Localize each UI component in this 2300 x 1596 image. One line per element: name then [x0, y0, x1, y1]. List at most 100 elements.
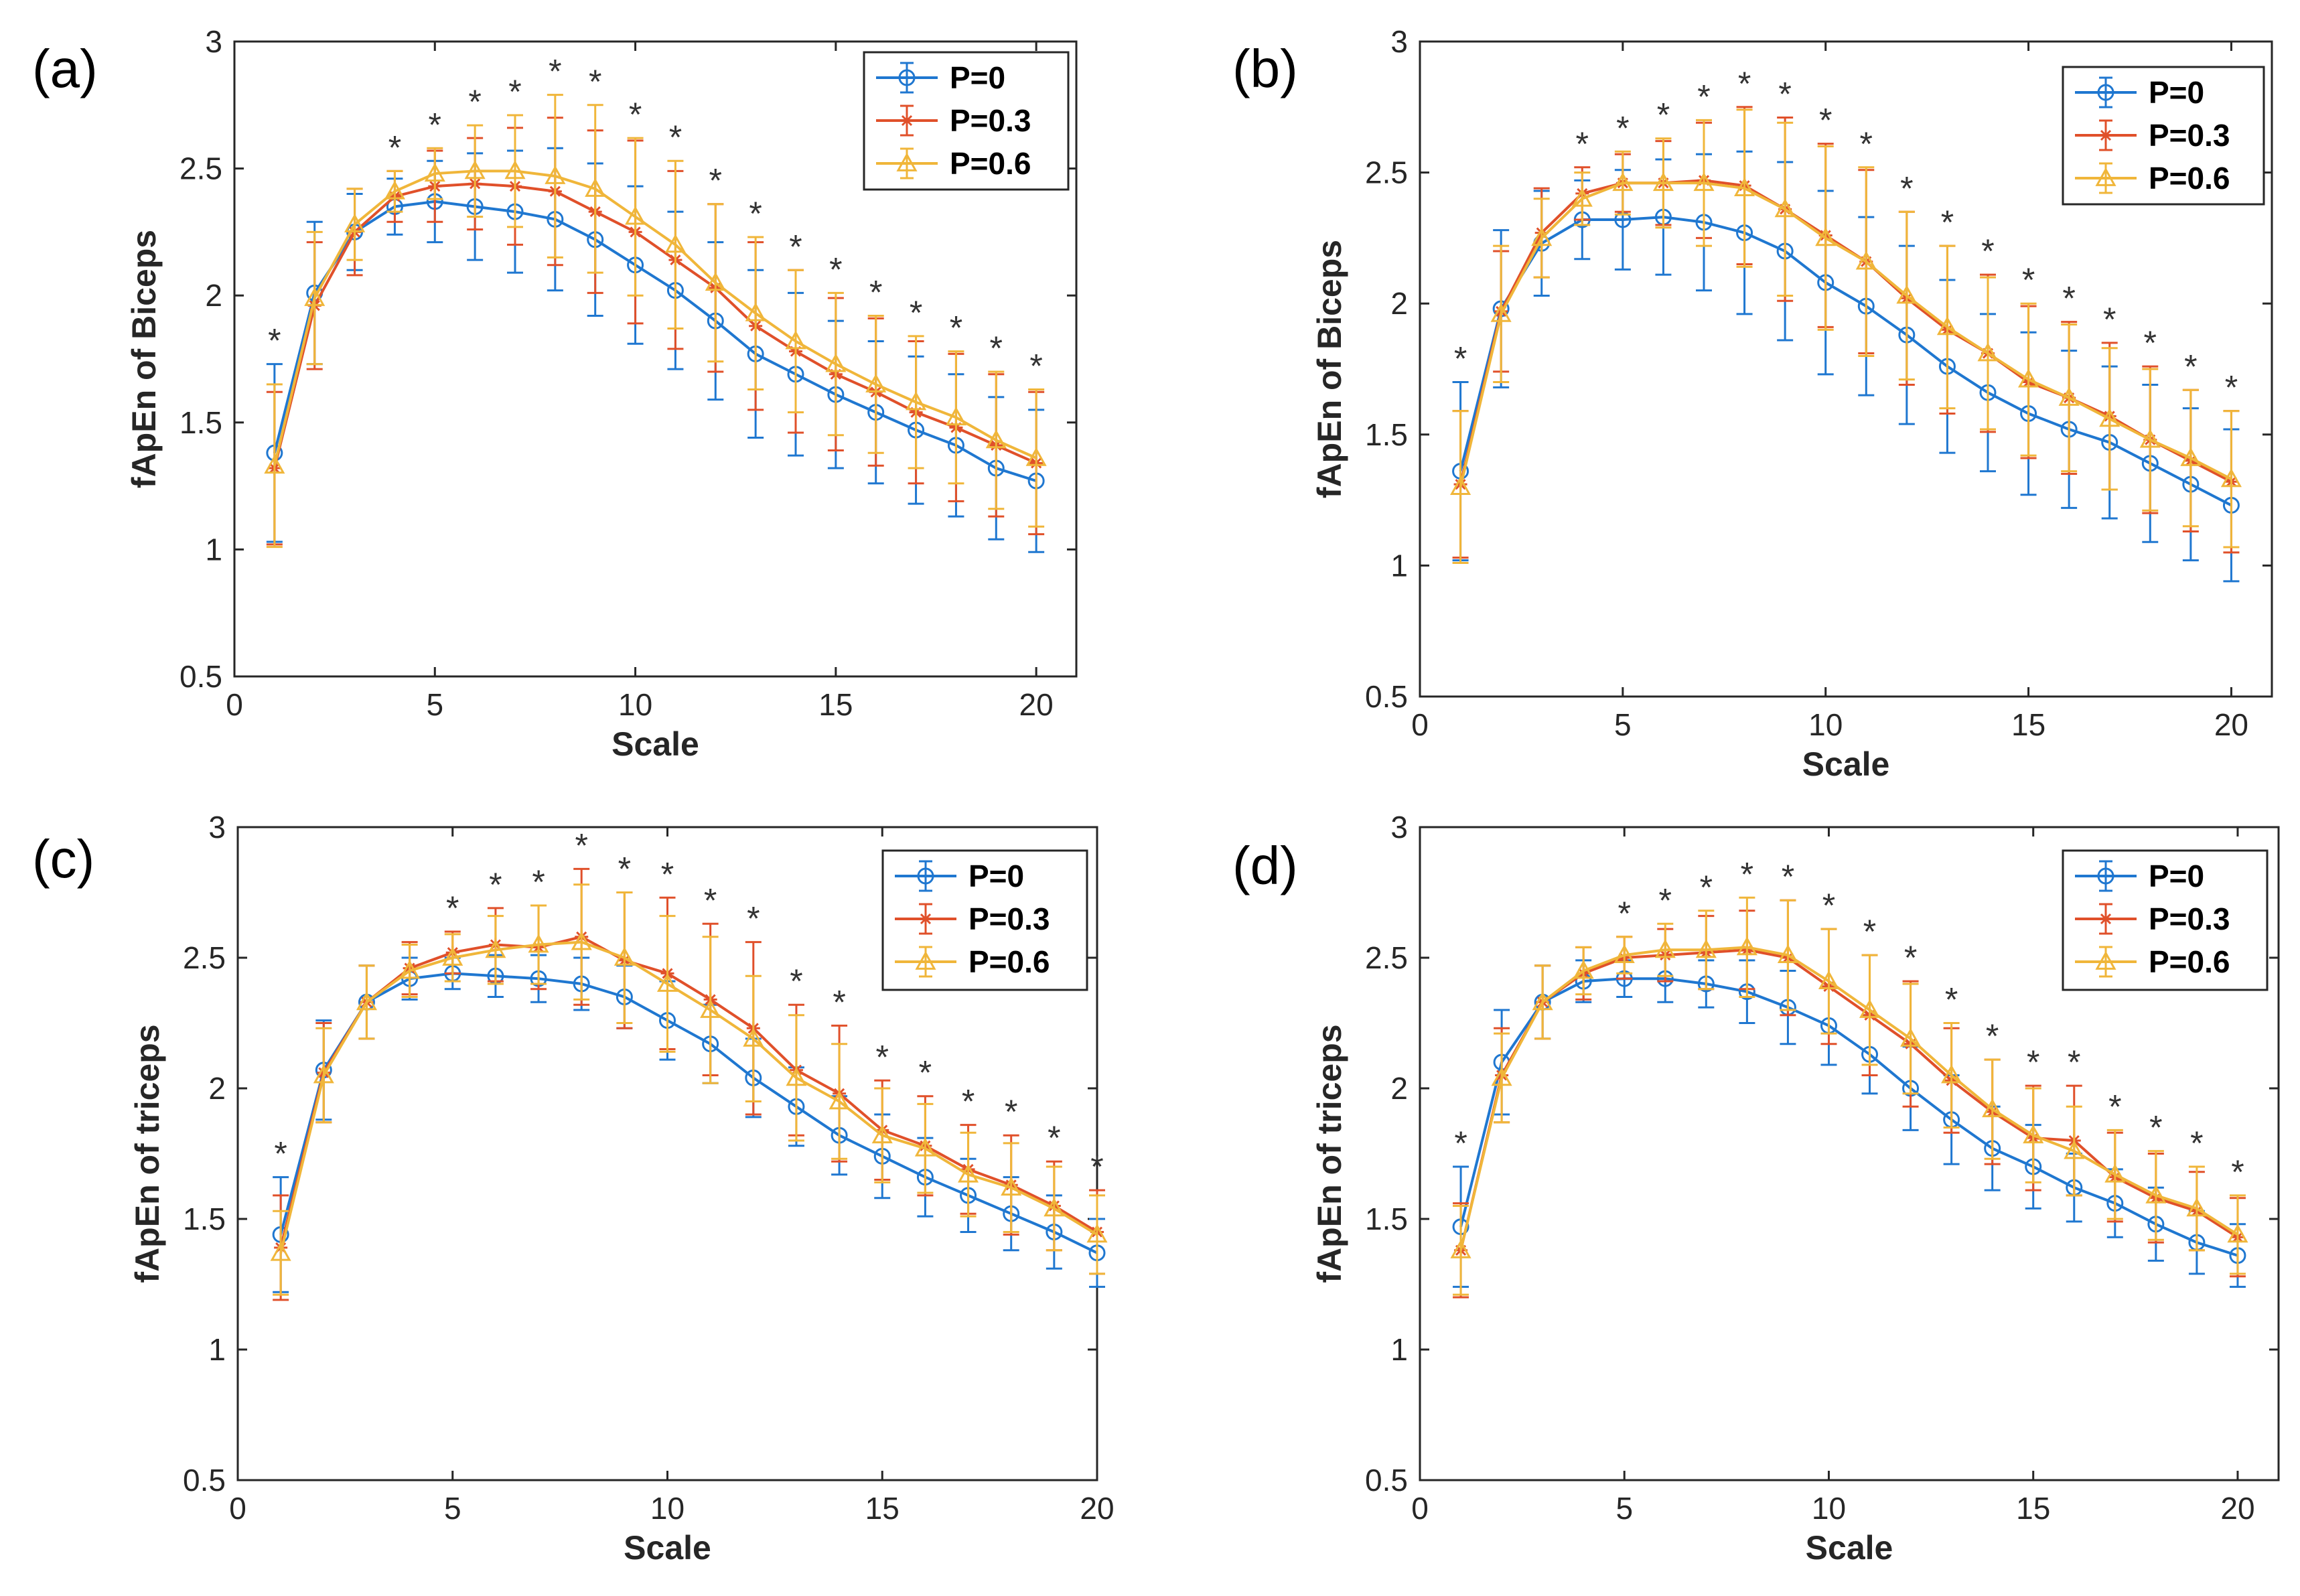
- data-point: [1693, 172, 1715, 192]
- x-tick-label: 0: [1411, 1491, 1429, 1526]
- significance-star: *: [1454, 1125, 1467, 1162]
- legend-marker: [2099, 912, 2112, 926]
- data-point: [743, 1027, 764, 1047]
- data-point: [865, 373, 887, 392]
- legend-marker: [2097, 867, 2114, 885]
- data-point: [270, 1242, 291, 1261]
- significance-star: *: [508, 73, 521, 111]
- y-axis-title: fApEn of triceps: [1311, 1024, 1348, 1283]
- y-tick-label: 2.5: [183, 940, 226, 975]
- legend-item-P=0: P=0: [876, 60, 1005, 95]
- data-point: [1612, 172, 1634, 192]
- significance-star: *: [532, 863, 545, 901]
- significance-star: *: [1657, 96, 1670, 134]
- legend-label: P=0.3: [2149, 118, 2230, 153]
- data-point: [745, 302, 766, 321]
- x-tick-label: 0: [226, 687, 243, 722]
- data-point: [2064, 1140, 2085, 1159]
- significance-star: *: [661, 855, 674, 893]
- legend-marker: [2097, 84, 2114, 101]
- data-point: [871, 1125, 893, 1144]
- data-point: [2186, 1198, 2208, 1217]
- panel-label: (a): [32, 39, 98, 98]
- significance-star: *: [1782, 858, 1794, 895]
- significance-star: *: [618, 851, 631, 888]
- data-point: [785, 330, 806, 350]
- significance-star: *: [790, 962, 802, 1000]
- legend-marker: [919, 912, 932, 926]
- data-point: [2180, 447, 2202, 466]
- x-tick-label: 5: [1614, 707, 1632, 742]
- legend-label: P=0: [2149, 859, 2204, 893]
- legend-item-P=0.6: P=0.6: [895, 944, 1050, 979]
- legend-label: P=0.6: [2149, 944, 2230, 979]
- data-point: [786, 1067, 807, 1086]
- y-tick-label: 2: [1390, 286, 1408, 321]
- series-line: [273, 169, 1037, 466]
- data-point: [914, 1137, 936, 1157]
- data-point: [384, 180, 405, 200]
- significance-star: *: [2184, 348, 2197, 385]
- data-point: [2058, 386, 2080, 406]
- legend-item-P=0.3: P=0.3: [2075, 118, 2230, 153]
- data-point: [1815, 227, 1837, 246]
- legend-marker: [898, 69, 916, 86]
- y-tick-label: 0.5: [179, 659, 222, 694]
- significance-star: *: [589, 63, 601, 100]
- x-tick-label: 15: [865, 1491, 900, 1526]
- significance-star: *: [749, 195, 762, 232]
- data-point: [985, 429, 1007, 449]
- significance-star: *: [1945, 981, 1958, 1019]
- data-point: [399, 960, 421, 979]
- legend: P=0 P=0.3 P=0.6: [2062, 849, 2269, 991]
- chart-panel-4: (d) 0 5 10 15 20 0.5 1 1.5 2 2.5 3 Scale fApEn of tri…: [1232, 810, 2280, 1567]
- data-point: [1450, 1239, 1471, 1258]
- y-tick-label: 3: [1390, 810, 1408, 845]
- significance-star: *: [268, 322, 281, 360]
- data-point: [1936, 316, 1958, 336]
- legend-marker: [2095, 950, 2116, 970]
- data-point: [664, 234, 686, 253]
- legend-label: P=0.6: [2149, 161, 2230, 196]
- data-point: [528, 934, 549, 953]
- legend-marker: [2095, 167, 2116, 186]
- significance-star: *: [1904, 939, 1917, 976]
- data-point: [1896, 285, 1918, 304]
- x-tick-label: 10: [1812, 1491, 1846, 1526]
- legend-item-P=0.6: P=0.6: [876, 146, 1031, 181]
- significance-star: *: [1981, 232, 1994, 270]
- legend-marker: [917, 867, 934, 885]
- significance-star: *: [446, 889, 459, 927]
- data-point: [700, 999, 721, 1018]
- data-point: [1532, 991, 1553, 1011]
- y-tick-label: 2: [205, 278, 222, 313]
- data-point: [705, 272, 726, 291]
- data-point: [356, 991, 377, 1011]
- significance-star: *: [833, 983, 845, 1021]
- data-point: [1982, 1098, 2003, 1118]
- x-tick-label: 15: [2011, 707, 2045, 742]
- significance-star: *: [2190, 1125, 2203, 1162]
- significance-star: *: [549, 53, 561, 90]
- legend-item-P=0: P=0: [895, 859, 1024, 893]
- significance-star: *: [1941, 204, 1954, 241]
- data-point: [1025, 447, 1047, 466]
- x-tick-label: 5: [426, 687, 443, 722]
- x-tick-label: 0: [1411, 707, 1429, 742]
- significance-star: *: [2108, 1088, 2121, 1125]
- chart-panel-3: (c) 0 5 10 15 20 0.5 1 1.5 2 2.5 3 Scale fApEn of tri…: [32, 810, 1115, 1567]
- y-axis-title: fApEn of Biceps: [1311, 240, 1348, 498]
- data-point: [442, 946, 463, 966]
- series-line: [279, 940, 1098, 1254]
- data-point: [2227, 1224, 2248, 1243]
- significance-star: *: [2149, 1109, 2162, 1147]
- significance-star: *: [1697, 78, 1710, 115]
- x-tick-label: 5: [1615, 1491, 1633, 1526]
- significance-star: *: [2231, 1153, 2244, 1191]
- data-point: [625, 206, 646, 225]
- significance-star: *: [1616, 109, 1629, 147]
- significance-star: *: [2144, 324, 2157, 362]
- significance-star: *: [1576, 125, 1589, 163]
- axes-box: [1419, 826, 2280, 1481]
